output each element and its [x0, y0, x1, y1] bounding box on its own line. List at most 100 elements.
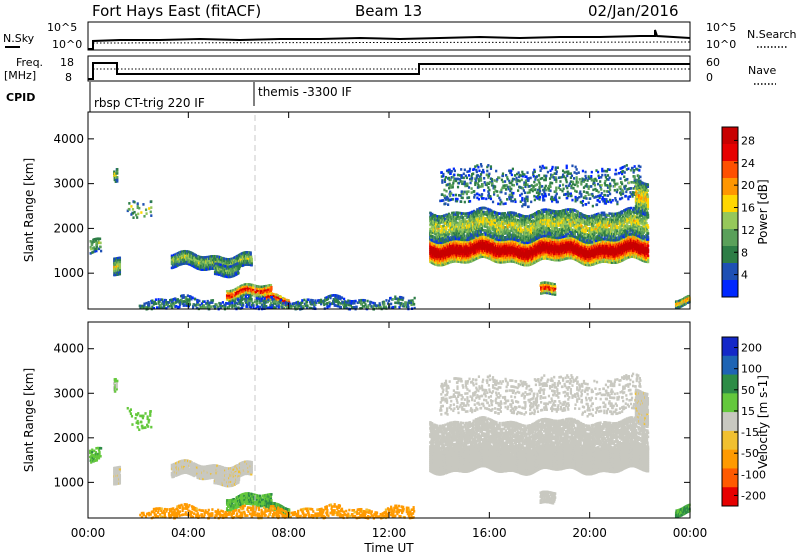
range-gate-cell	[171, 306, 174, 310]
freq-trace	[88, 62, 690, 80]
range-gate-cell	[171, 300, 174, 303]
range-gate-cell	[377, 304, 380, 307]
range-gate-cell	[188, 303, 192, 306]
range-gate-cell	[335, 298, 338, 301]
range-gate-cell	[212, 305, 215, 308]
range-gate-cell	[253, 304, 256, 308]
range-gate-cell	[235, 301, 238, 305]
range-gate-cell	[186, 300, 189, 303]
range-gate-cell	[322, 301, 325, 305]
range-gate-cell	[274, 302, 277, 306]
range-gate-cell	[267, 306, 270, 310]
range-gate-cell	[196, 301, 199, 304]
range-gate-cell	[191, 260, 194, 263]
range-gate-cell	[159, 304, 162, 307]
range-gate-cell	[372, 305, 375, 309]
range-gate-cell	[387, 299, 391, 303]
range-gate-cell	[141, 306, 144, 310]
range-gate-cell	[231, 268, 234, 272]
range-gate-cell	[271, 304, 275, 307]
range-gate-cell	[216, 264, 219, 268]
range-gate-cell	[259, 301, 262, 305]
range-gate-cell	[274, 297, 277, 300]
range-gate-cell	[355, 305, 358, 309]
range-gate-cell	[270, 295, 274, 299]
range-gate-cell	[239, 303, 242, 306]
range-gate-cell	[351, 300, 354, 303]
range-gate-cell	[186, 294, 189, 298]
range-gate-cell	[244, 289, 247, 292]
range-gate-cell	[260, 287, 263, 291]
range-gate-cell	[303, 298, 306, 302]
nsearch-trace	[92, 41, 691, 44]
range-gate-cell	[157, 302, 160, 305]
range-gate-cell	[191, 296, 194, 299]
range-gate-cell	[360, 302, 363, 306]
range-gate-cell	[161, 300, 164, 304]
range-gate-cell	[379, 305, 382, 309]
range-gate-cell	[196, 259, 200, 262]
beam-label: Beam 13	[355, 2, 422, 20]
range-gate-cell	[190, 297, 193, 301]
range-gate-cell	[279, 298, 282, 302]
range-gate-cell	[390, 306, 393, 310]
range-gate-cell	[248, 301, 251, 304]
range-gate-cell	[151, 305, 154, 309]
range-gate-cell	[210, 257, 213, 260]
range-gate-cell	[266, 300, 269, 304]
range-gate-cell	[373, 302, 377, 305]
range-gate-cell	[262, 287, 265, 291]
range-gate-cell	[339, 297, 342, 301]
range-gate-cell	[256, 299, 259, 302]
range-gate-cell	[181, 296, 184, 299]
range-gate-cell	[219, 302, 222, 306]
range-gate-cell	[242, 253, 245, 257]
range-gate-cell	[148, 302, 151, 306]
range-gate-cell	[230, 265, 233, 268]
range-gate-cell	[235, 264, 239, 268]
range-gate-cell	[194, 304, 197, 307]
range-gate-cell	[440, 247, 443, 251]
range-gate-cell	[383, 306, 386, 309]
freq-label: Freq.	[16, 56, 43, 69]
range-gate-cell	[250, 259, 253, 263]
range-gate-cell	[546, 241, 549, 244]
range-gate-cell	[272, 306, 276, 309]
range-gate-cell	[383, 302, 386, 305]
range-gate-cell	[155, 306, 159, 309]
range-gate-cell	[259, 299, 263, 303]
nsearch-label: N.Search	[747, 28, 797, 41]
range-gate-cell	[356, 301, 359, 305]
range-gate-cell	[326, 303, 329, 307]
range-gate-cell	[385, 299, 388, 302]
range-gate-cell	[337, 301, 340, 304]
range-gate-cell	[410, 303, 413, 307]
range-gate-cell	[363, 299, 367, 302]
range-gate-cell	[289, 302, 292, 306]
range-gate-cell	[405, 301, 408, 305]
range-gate-cell	[333, 302, 336, 305]
range-gate-cell	[192, 254, 195, 258]
range-gate-cell	[219, 263, 222, 267]
nsky-tick-bottom: 10^0	[52, 38, 82, 51]
range-gate-cell	[221, 304, 224, 308]
range-gate-cell	[165, 303, 168, 306]
range-gate-cell	[174, 297, 177, 300]
range-gate-cell	[272, 298, 275, 301]
range-gate-cell	[306, 304, 309, 308]
range-gate-cell	[144, 306, 148, 309]
range-gate-cell	[358, 299, 361, 302]
range-gate-cell	[142, 306, 146, 310]
range-gate-cell	[235, 293, 239, 296]
range-gate-cell	[114, 174, 117, 177]
range-gate-cell	[288, 306, 291, 310]
range-gate-cell	[214, 262, 218, 266]
range-gate-cell	[118, 270, 122, 274]
range-gate-cell	[250, 257, 253, 261]
range-gate-cell	[157, 298, 160, 301]
range-gate-cell	[263, 297, 266, 300]
range-gate-cell	[343, 301, 346, 305]
range-gate-cell	[302, 306, 305, 310]
range-gate-cell	[268, 293, 272, 296]
